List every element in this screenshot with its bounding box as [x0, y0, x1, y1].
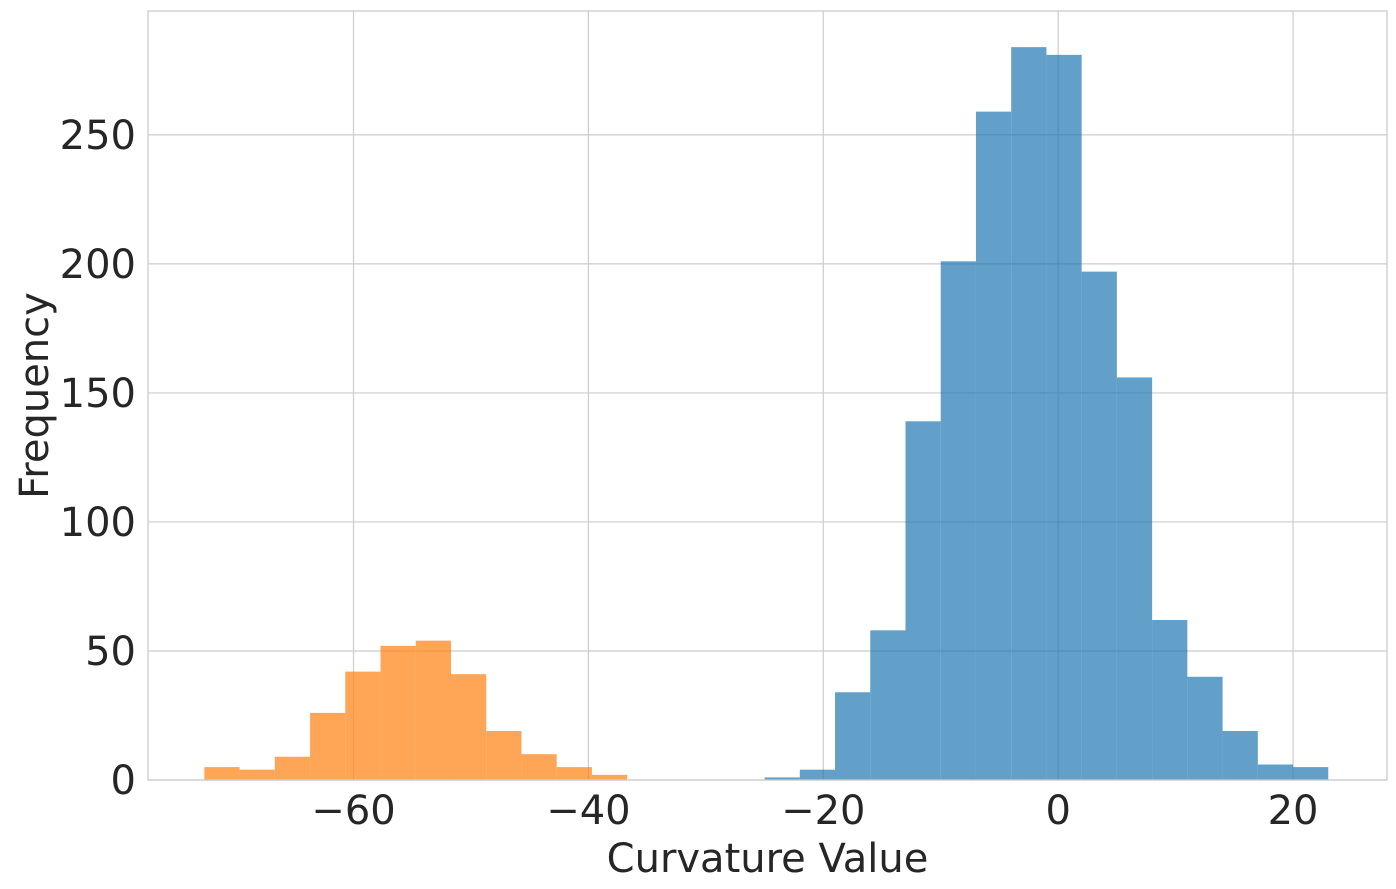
plot-frame: [147, 10, 1388, 781]
histogram-bar: [835, 692, 871, 780]
histogram-bar: [1152, 620, 1188, 780]
x-tick-label: −40: [546, 788, 630, 834]
histogram-bar: [204, 767, 240, 780]
grid-lines: [148, 11, 1387, 781]
histogram-bar: [556, 767, 592, 780]
histogram-bar: [764, 777, 800, 780]
histogram-bar: [1293, 767, 1329, 780]
histogram-bar: [905, 421, 941, 780]
histogram-bar: [1116, 377, 1153, 780]
histogram-bar: [415, 640, 451, 780]
y-tick-label: 0: [111, 758, 136, 804]
histogram-bar: [345, 671, 381, 780]
x-axis-label: Curvature Value: [607, 836, 929, 882]
y-tick-label: 250: [60, 113, 136, 159]
histogram-bar: [591, 774, 628, 780]
histogram-bars: [204, 47, 1329, 781]
histogram-bar: [870, 630, 906, 780]
histogram-bar: [1222, 730, 1258, 780]
histogram-bar: [1081, 271, 1117, 780]
histogram-bar: [310, 712, 346, 780]
histogram-bar: [274, 756, 311, 780]
y-tick-label: 200: [60, 242, 136, 288]
histogram-bar: [1046, 54, 1082, 780]
histogram-bar: [1011, 47, 1047, 781]
histogram-bar: [239, 769, 275, 780]
histogram-bar: [521, 754, 557, 780]
histogram-bar: [799, 769, 836, 780]
y-tick-label: 50: [85, 629, 136, 675]
x-tick-label: 20: [1268, 788, 1319, 834]
y-tick-labels: 0 50 100 150 200 250: [60, 113, 136, 804]
x-tick-label: 0: [1045, 788, 1070, 834]
y-tick-label: 100: [60, 500, 136, 546]
x-tick-labels: −60 −40 −20 0 20: [311, 788, 1318, 834]
histogram-bar: [975, 111, 1012, 781]
y-tick-label: 150: [60, 371, 136, 417]
histogram-bar: [940, 261, 976, 780]
x-tick-label: −60: [311, 788, 395, 834]
histogram-bar: [380, 645, 416, 780]
histogram-bar: [1187, 676, 1223, 780]
histogram-bar: [450, 674, 487, 780]
histogram-bar: [486, 730, 522, 780]
histogram-bar: [1257, 764, 1294, 780]
y-axis-label: Frequency: [12, 292, 58, 499]
x-tick-label: −20: [781, 788, 865, 834]
